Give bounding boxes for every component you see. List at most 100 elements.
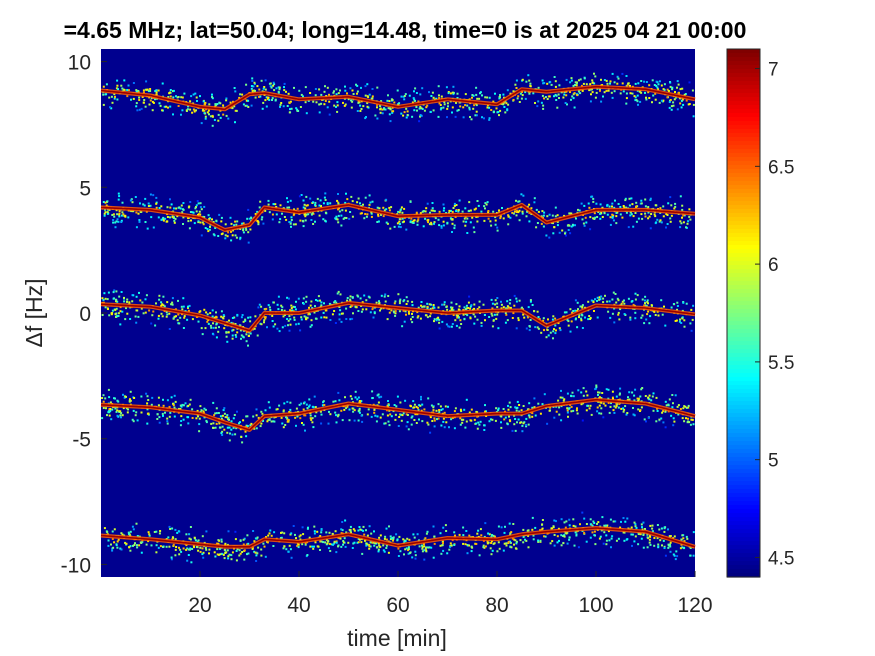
- heat-speck: [563, 214, 566, 217]
- heat-speck: [290, 556, 293, 559]
- heat-speck: [346, 297, 349, 299]
- colorbar-step: [727, 237, 760, 242]
- heat-speck: [169, 89, 172, 91]
- heat-speck: [500, 415, 503, 418]
- heat-speck: [611, 390, 614, 393]
- colorbar-step: [727, 437, 760, 442]
- heat-speck: [659, 219, 662, 222]
- heat-speck: [471, 96, 473, 99]
- colorbar-tick-label: 5: [768, 451, 779, 472]
- heat-speck: [240, 337, 242, 340]
- heat-speck: [221, 414, 224, 417]
- heat-speck: [299, 329, 302, 332]
- heat-speck: [453, 202, 456, 205]
- heat-speck: [134, 542, 136, 545]
- heat-speck: [169, 198, 171, 201]
- heat-speck: [239, 238, 242, 241]
- heat-speck: [669, 217, 672, 220]
- heat-speck: [670, 414, 673, 417]
- heat-speck: [204, 101, 207, 104]
- heat-speck: [199, 95, 201, 98]
- heat-speck: [225, 97, 228, 100]
- heat-speck: [212, 401, 215, 404]
- heat-speck: [219, 415, 222, 418]
- heat-speck: [655, 84, 658, 87]
- heat-speck: [340, 224, 343, 227]
- heat-speck: [273, 420, 276, 423]
- heat-speck: [657, 543, 660, 546]
- heat-speck: [121, 533, 124, 536]
- heat-speck: [431, 307, 434, 310]
- heat-speck: [615, 404, 618, 407]
- heat-speck: [627, 226, 630, 229]
- heat-speck: [132, 544, 134, 547]
- heat-speck: [628, 204, 631, 207]
- heat-speck: [402, 309, 405, 312]
- heat-speck: [203, 205, 206, 208]
- heat-speck: [464, 426, 467, 429]
- heat-speck: [598, 404, 601, 407]
- heat-speck: [572, 409, 575, 412]
- heat-speck: [588, 89, 591, 92]
- colorbar-step: [727, 205, 760, 210]
- heat-speck: [322, 311, 325, 314]
- heat-speck: [206, 320, 209, 323]
- heat-speck: [258, 88, 261, 91]
- heat-speck: [606, 300, 609, 303]
- heat-speck: [411, 101, 414, 104]
- colorbar-step: [727, 545, 760, 550]
- heat-speck: [258, 206, 261, 209]
- heat-speck: [573, 544, 576, 547]
- heat-speck: [653, 213, 656, 216]
- heat-speck: [586, 394, 589, 397]
- heat-speck: [110, 418, 113, 421]
- heat-speck: [668, 398, 671, 401]
- heat-speck: [673, 554, 676, 557]
- heat-speck: [187, 309, 190, 312]
- heat-speck: [642, 521, 645, 524]
- heat-speck: [453, 410, 456, 413]
- heat-speck: [277, 295, 280, 298]
- heat-speck: [660, 299, 663, 302]
- heat-speck: [148, 309, 151, 312]
- heat-speck: [288, 544, 291, 547]
- heat-speck: [482, 544, 485, 547]
- colorbar-step: [727, 321, 760, 326]
- heat-speck: [115, 87, 118, 90]
- heat-speck: [605, 388, 608, 391]
- heat-speck: [605, 543, 608, 546]
- heat-speck: [284, 424, 287, 426]
- heat-speck: [521, 424, 524, 427]
- heat-speck: [476, 318, 479, 321]
- heat-speck: [155, 302, 157, 305]
- heat-speck: [353, 419, 356, 422]
- heat-speck: [344, 209, 347, 212]
- heat-speck: [185, 548, 188, 551]
- heat-speck: [521, 78, 524, 81]
- heat-speck: [421, 420, 424, 423]
- heat-speck: [286, 400, 289, 403]
- heat-speck: [359, 297, 362, 300]
- heat-speck: [449, 545, 452, 548]
- heat-speck: [418, 545, 421, 548]
- heat-speck: [435, 319, 438, 322]
- heat-speck: [366, 102, 369, 105]
- colorbar-step: [727, 293, 760, 298]
- heat-speck: [448, 548, 451, 551]
- colorbar-step: [727, 233, 760, 238]
- heat-speck: [580, 317, 583, 320]
- heat-speck: [260, 554, 263, 557]
- heat-speck: [619, 308, 622, 311]
- heat-speck: [535, 208, 538, 211]
- heat-speck: [273, 531, 276, 534]
- heat-speck: [313, 545, 315, 548]
- heat-speck: [220, 417, 223, 420]
- heat-speck: [528, 325, 531, 327]
- heat-speck: [587, 202, 590, 205]
- heat-speck: [293, 318, 296, 321]
- heat-speck: [540, 215, 543, 218]
- heat-speck: [130, 98, 132, 101]
- heat-speck: [554, 80, 557, 83]
- heat-speck: [602, 402, 605, 405]
- heat-speck: [304, 101, 307, 104]
